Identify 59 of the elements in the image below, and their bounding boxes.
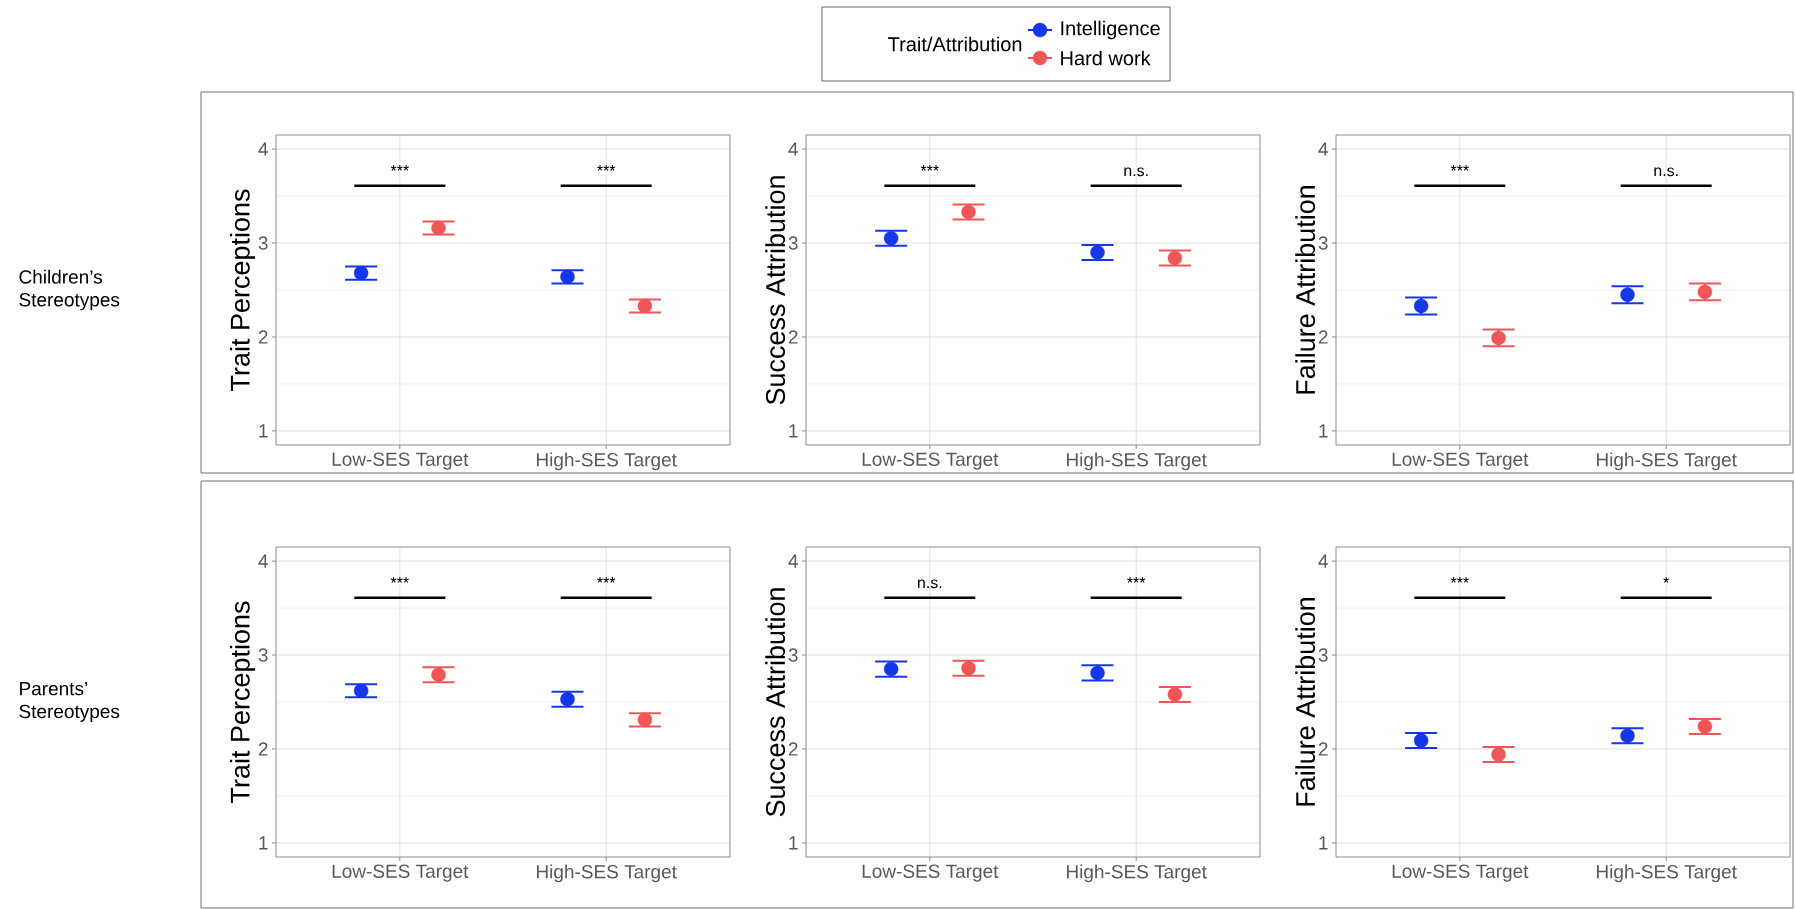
legend-label: Intelligence	[1061, 20, 1160, 40]
y-tick-label: 4	[258, 142, 268, 156]
annotation: ***	[597, 577, 616, 583]
x-tick-label: Low-SES Target	[1392, 864, 1529, 882]
y-tick-label: 3	[788, 648, 798, 662]
y-axis-title: Trait Perceptions	[229, 189, 256, 391]
y-tick-label: 3	[258, 236, 268, 250]
y-tick-label: 1	[1319, 424, 1328, 438]
legend-label: Hard work	[1061, 50, 1151, 66]
annotation: ***	[390, 577, 409, 583]
y-tick-label: 2	[788, 330, 798, 344]
y-tick-label: 3	[1318, 236, 1328, 250]
text: Children’s Stereotypes	[19, 269, 120, 311]
y-axis-title: Failure Attribution	[1295, 186, 1316, 394]
annotation: n.s.	[1124, 167, 1148, 177]
y-axis-title: Failure Attribution	[1295, 598, 1316, 806]
y-axis-title: Success Attribution	[765, 588, 786, 817]
x-tick-label: Low-SES Target	[862, 452, 999, 470]
annotation: ***	[1450, 577, 1469, 583]
annotation: ***	[1127, 577, 1146, 583]
annotation: ***	[920, 165, 939, 171]
x-tick-label: Low-SES Target	[332, 452, 469, 470]
x-tick-label: Low-SES Target	[862, 864, 999, 882]
annotation: ***	[390, 165, 409, 171]
y-tick-label: 1	[789, 424, 798, 438]
y-tick-label: 3	[1318, 648, 1328, 662]
x-tick-label: Low-SES Target	[1392, 452, 1529, 470]
y-tick-label: 3	[788, 236, 798, 250]
y-axis-title: Trait Perceptions	[229, 601, 256, 803]
y-tick-label: 1	[1319, 836, 1328, 850]
y-tick-label: 2	[1318, 742, 1328, 756]
y-tick-label: 4	[788, 554, 798, 568]
annotation: *	[1663, 577, 1670, 583]
x-tick-label: High-SES Target	[1067, 452, 1207, 471]
x-tick-label: High-SES Target	[1597, 864, 1737, 883]
y-tick-label: 2	[788, 742, 798, 756]
annotation: n.s.	[918, 579, 942, 589]
y-tick-label: 4	[788, 142, 798, 156]
annotation: ***	[597, 165, 616, 171]
y-tick-label: 3	[258, 648, 268, 662]
x-tick-label: High-SES Target	[1067, 864, 1207, 883]
x-tick-label: Low-SES Target	[332, 864, 469, 882]
y-axis-title: Success Attribution	[765, 176, 786, 405]
y-tick-label: 4	[1318, 554, 1328, 568]
x-tick-label: High-SES Target	[536, 452, 677, 471]
y-tick-label: 4	[258, 554, 268, 568]
legend-title: Trait/Attribution	[888, 36, 1022, 52]
y-tick-label: 2	[258, 330, 268, 344]
annotation: n.s.	[1654, 167, 1678, 177]
y-tick-label: 4	[1318, 142, 1328, 156]
x-tick-label: High-SES Target	[1597, 452, 1737, 471]
y-tick-label: 1	[259, 836, 268, 850]
y-tick-label: 2	[258, 742, 268, 756]
text: Parents’ Stereotypes	[19, 682, 120, 722]
y-tick-label: 1	[259, 424, 268, 438]
x-tick-label: High-SES Target	[536, 864, 677, 883]
y-tick-label: 1	[789, 836, 798, 850]
y-tick-label: 2	[1318, 330, 1328, 344]
annotation: ***	[1450, 165, 1469, 171]
